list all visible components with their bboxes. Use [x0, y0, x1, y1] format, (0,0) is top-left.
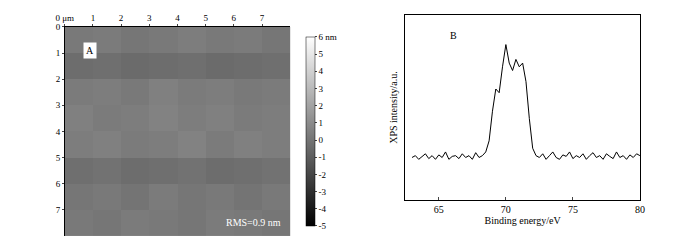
svg-text:5: 5 — [203, 13, 208, 23]
svg-text:Binding energy/eV: Binding energy/eV — [485, 215, 562, 226]
svg-text:-3: -3 — [319, 187, 327, 197]
svg-text:1: 1 — [319, 118, 324, 128]
svg-text:1: 1 — [56, 48, 61, 58]
svg-text:1: 1 — [91, 13, 96, 23]
svg-text:RMS=0.9 nm: RMS=0.9 nm — [226, 217, 281, 228]
svg-text:4: 4 — [319, 66, 324, 76]
svg-text:7: 7 — [56, 205, 61, 215]
svg-text:6 nm: 6 nm — [319, 32, 337, 42]
svg-text:4: 4 — [175, 13, 180, 23]
svg-text:-4: -4 — [319, 204, 327, 214]
svg-text:70: 70 — [501, 204, 511, 215]
svg-text:A: A — [86, 45, 94, 56]
svg-text:5: 5 — [56, 153, 61, 163]
svg-text:-2: -2 — [319, 170, 327, 180]
svg-text:-1: -1 — [319, 152, 327, 162]
svg-text:75: 75 — [568, 204, 578, 215]
svg-text:7: 7 — [260, 13, 265, 23]
svg-text:6: 6 — [56, 179, 61, 189]
svg-text:3: 3 — [319, 84, 324, 94]
svg-text:3: 3 — [147, 13, 152, 23]
svg-text:0 μm: 0 μm — [55, 13, 74, 23]
svg-text:B: B — [450, 30, 457, 41]
svg-text:6: 6 — [232, 13, 237, 23]
svg-text:2: 2 — [56, 74, 61, 84]
svg-text:80: 80 — [635, 204, 645, 215]
svg-text:2: 2 — [119, 13, 124, 23]
svg-text:65: 65 — [434, 204, 444, 215]
svg-text:2: 2 — [319, 101, 324, 111]
svg-text:4: 4 — [56, 127, 61, 137]
svg-text:0: 0 — [56, 22, 61, 32]
svg-text:3: 3 — [56, 100, 61, 110]
svg-text:-5: -5 — [319, 221, 327, 231]
svg-text:XPS intensity/a.u.: XPS intensity/a.u. — [388, 71, 399, 144]
svg-text:5: 5 — [319, 49, 324, 59]
svg-text:0: 0 — [319, 135, 324, 145]
